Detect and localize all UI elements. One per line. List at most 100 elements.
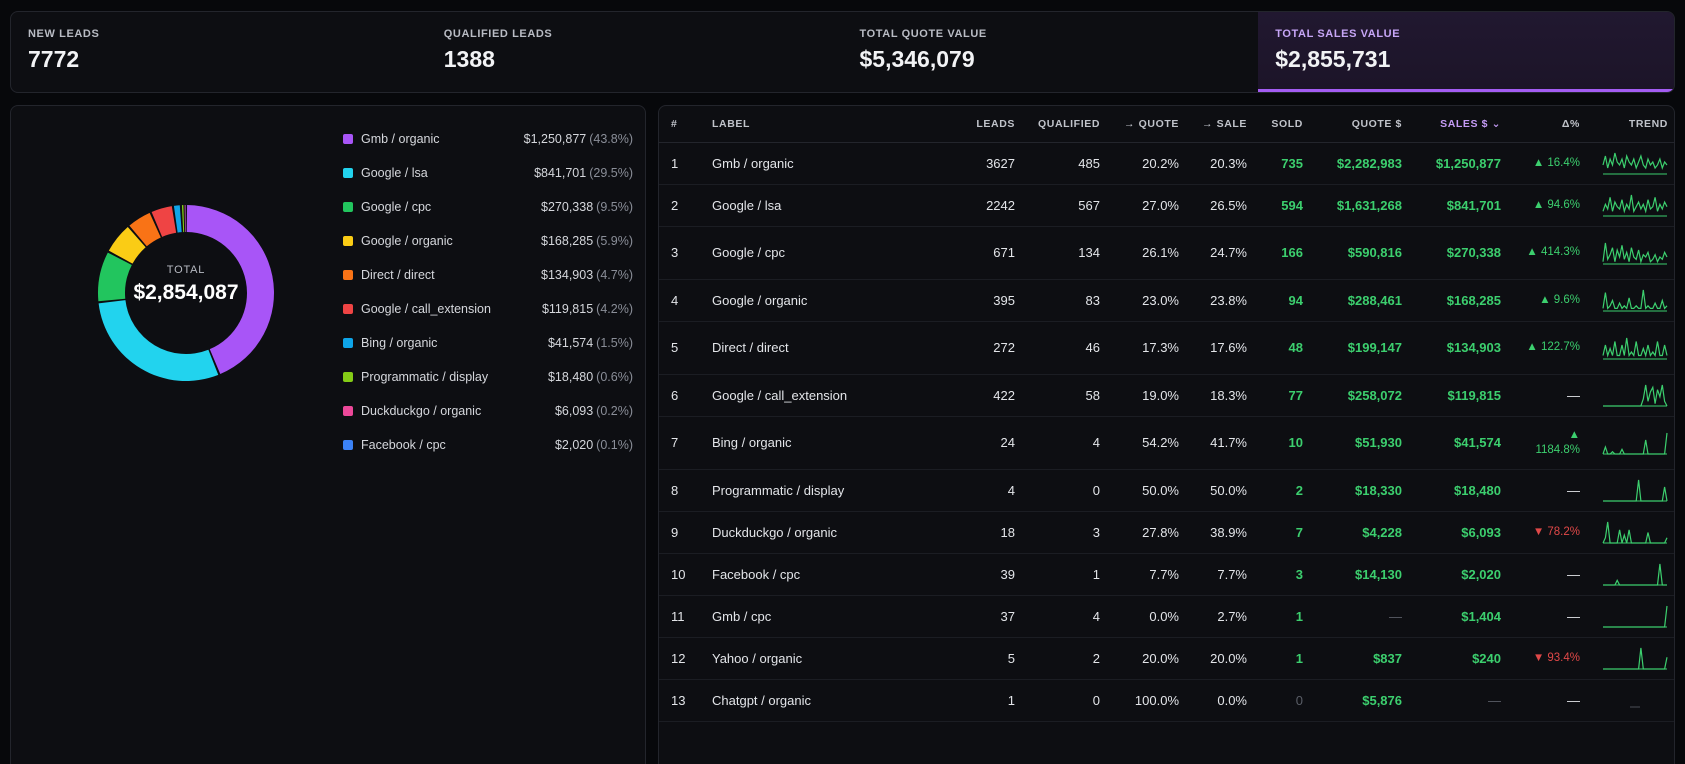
row-to-quote: 0.0% — [1108, 595, 1187, 638]
row-delta: ▲ 9.6% — [1509, 279, 1588, 322]
legend-label: Gmb / organic — [361, 132, 440, 146]
legend-percent: (0.1%) — [596, 438, 633, 452]
donut-slice[interactable] — [181, 205, 185, 233]
col-trend-header[interactable]: TREND — [1588, 106, 1674, 143]
row-delta: — — [1509, 469, 1588, 512]
legend-value: $6,093 — [554, 404, 594, 418]
kpi-card[interactable]: TOTAL QUOTE VALUE $5,346,079 — [843, 12, 1259, 92]
donut-slice[interactable] — [129, 212, 161, 247]
row-delta: — — [1509, 679, 1588, 722]
legend-label: Google / call_extension — [361, 302, 491, 316]
table-row[interactable]: 11 Gmb / cpc 37 4 0.0% 2.7% 1— $1,404— — [659, 595, 1674, 638]
donut-slice[interactable] — [151, 206, 177, 237]
donut-slice[interactable] — [184, 205, 186, 233]
legend-item[interactable]: Google / cpc $270,338 (9.5%) — [343, 190, 633, 224]
legend-item[interactable]: Gmb / organic $1,250,877 (43.8%) — [343, 122, 633, 156]
legend-percent: (0.2%) — [596, 404, 633, 418]
row-trend — [1588, 553, 1674, 596]
col-sales-value-header[interactable]: SALES $ ⌄ — [1410, 106, 1509, 143]
row-leads: 18 — [951, 511, 1023, 554]
row-label: Direct / direct — [704, 321, 951, 375]
row-qualified: 0 — [1023, 469, 1108, 512]
trend-line — [1602, 432, 1668, 455]
legend-item[interactable]: Google / organic $168,285 (5.9%) — [343, 224, 633, 258]
legend-item[interactable]: Facebook / cpc $2,020 (0.1%) — [343, 428, 633, 462]
legend-item[interactable]: Programmatic / display $18,480 (0.6%) — [343, 360, 633, 394]
row-quote-value: $14,130 — [1311, 553, 1410, 596]
donut-slice[interactable] — [98, 252, 132, 302]
col-delta-header[interactable]: Δ% — [1509, 106, 1588, 143]
row-trend — [1588, 469, 1674, 512]
delta-value: — — [1567, 692, 1580, 708]
legend-swatch — [343, 270, 353, 280]
trend-sparkline — [1602, 289, 1668, 312]
row-index: 9 — [659, 511, 704, 554]
table-row[interactable]: 1 Gmb / organic 3627 485 20.2% 20.3% 735 $2,282… — [659, 142, 1674, 185]
row-qualified: 4 — [1023, 416, 1108, 470]
row-quote-value: $258,072 — [1311, 374, 1410, 417]
col-quote-value-header[interactable]: QUOTE $ — [1311, 106, 1410, 143]
row-qualified: 4 — [1023, 595, 1108, 638]
kpi-card[interactable]: QUALIFIED LEADS 1388 — [427, 12, 843, 92]
col-leads-header[interactable]: LEADS — [951, 106, 1023, 143]
trend-sparkline — [1603, 605, 1668, 628]
row-qualified: 58 — [1023, 374, 1108, 417]
kpi-card[interactable]: TOTAL SALES VALUE $2,855,731 — [1258, 12, 1674, 92]
table-row[interactable]: 8 Programmatic / display 4 0 50.0% 50.0% 2 $18,… — [659, 469, 1674, 512]
row-sold: 0 — [1255, 679, 1311, 722]
row-sales-value: $270,338 — [1410, 226, 1509, 280]
legend-item[interactable]: Duckduckgo / organic $6,093 (0.2%) — [343, 394, 633, 428]
donut-total-label: TOTAL — [166, 264, 206, 276]
trend-sparkline — [1603, 384, 1668, 407]
table-row[interactable]: 10 Facebook / cpc 39 1 7.7% 7.7% 3 $14,130 $2,02… — [659, 553, 1674, 596]
table-row[interactable]: 13 Chatgpt / organic 1 0 100.0% 0.0% 0 $5,876— — — [659, 679, 1674, 722]
row-trend — [1588, 226, 1674, 280]
table-row[interactable]: 3 Google / cpc 671 134 26.1% 24.7% 166 $590,816… — [659, 226, 1674, 280]
legend-value: $41,574 — [547, 336, 594, 350]
row-to-sale: 26.5% — [1187, 184, 1255, 227]
col-label-header[interactable]: LABEL — [704, 106, 951, 143]
row-qualified: 134 — [1023, 226, 1108, 280]
table-row[interactable]: 9 Duckduckgo / organic 18 3 27.8% 38.9% 7 $4,22… — [659, 511, 1674, 554]
col-index-header[interactable]: # — [659, 106, 704, 143]
donut-slice[interactable] — [186, 205, 274, 375]
row-to-quote: 27.0% — [1108, 184, 1187, 227]
row-index: 2 — [659, 184, 704, 227]
kpi-card[interactable]: NEW LEADS 7772 — [11, 12, 427, 92]
legend-value: $2,020 — [554, 438, 594, 452]
row-leads: 39 — [951, 553, 1023, 596]
legend-label: Google / organic — [361, 234, 453, 248]
table-row[interactable]: 7 Bing / organic 24 4 54.2% 41.7% 10 $51,930 $41… — [659, 416, 1674, 470]
row-label: Google / call_extension — [704, 374, 951, 417]
row-quote-value: $18,330 — [1311, 469, 1410, 512]
legend-item[interactable]: Google / lsa $841,701 (29.5%) — [343, 156, 633, 190]
row-delta: ▼ 93.4% — [1509, 637, 1588, 680]
trend-line — [1602, 337, 1668, 358]
row-qualified: 485 — [1023, 142, 1108, 185]
donut-slice[interactable] — [173, 205, 182, 233]
table-row[interactable]: 12 Yahoo / organic 5 2 20.0% 20.0% 1 $837 $240 ▼ … — [659, 637, 1674, 680]
col-to-sale-header[interactable]: → SALE — [1187, 106, 1255, 143]
legend-item[interactable]: Direct / direct $134,903 (4.7%) — [343, 258, 633, 292]
row-to-sale: 18.3% — [1187, 374, 1255, 417]
row-index: 1 — [659, 142, 704, 185]
legend-percent: (1.5%) — [596, 336, 633, 350]
legend-item[interactable]: Bing / organic $41,574 (1.5%) — [343, 326, 633, 360]
donut-slice[interactable] — [98, 300, 219, 381]
table-row[interactable]: 6 Google / call_extension 422 58 19.0% 18.3% 7… — [659, 374, 1674, 417]
table-row[interactable]: 4 Google / organic 395 83 23.0% 23.8% 94 $288,4… — [659, 279, 1674, 322]
row-index: 4 — [659, 279, 704, 322]
col-to-quote-header[interactable]: → QUOTE — [1108, 106, 1187, 143]
row-qualified: 83 — [1023, 279, 1108, 322]
row-trend — [1588, 637, 1674, 680]
col-qualified-header[interactable]: QUALIFIED — [1023, 106, 1108, 143]
table-row[interactable]: 2 Google / lsa 2242 567 27.0% 26.5% 594 $1,631,… — [659, 184, 1674, 227]
row-sold: 7 — [1255, 511, 1311, 554]
kpi-label: TOTAL SALES VALUE — [1275, 28, 1401, 40]
donut-slice[interactable] — [108, 227, 146, 264]
trend-line — [1602, 194, 1668, 214]
col-sold-header[interactable]: SOLD — [1255, 106, 1311, 143]
row-to-quote: 20.2% — [1108, 142, 1187, 185]
table-row[interactable]: 5 Direct / direct 272 46 17.3% 17.6% 48 $199,14… — [659, 321, 1674, 375]
legend-item[interactable]: Google / call_extension $119,815 (4.2%) — [343, 292, 633, 326]
